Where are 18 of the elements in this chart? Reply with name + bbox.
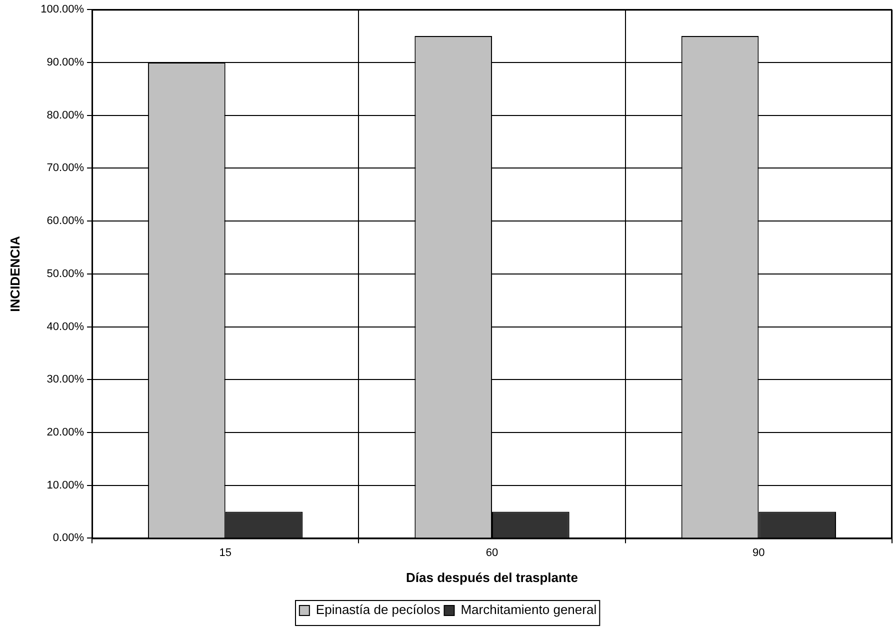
y-tick-label: 40.00% bbox=[46, 320, 84, 333]
legend-label: Marchitamiento general bbox=[460, 602, 597, 618]
x-tick-label: 60 bbox=[486, 546, 498, 559]
y-tick-label: 80.00% bbox=[46, 109, 84, 122]
y-tick-label: 90.00% bbox=[46, 56, 84, 68]
y-tick-label: 60.00% bbox=[46, 215, 84, 228]
y-tick-label: 70.00% bbox=[46, 162, 84, 174]
y-tick-label: 50.00% bbox=[46, 268, 84, 280]
x-tick-label: 15 bbox=[219, 546, 232, 559]
y-tick-label: 10.00% bbox=[46, 479, 84, 492]
x-axis-title: Días después del trasplante bbox=[406, 570, 578, 585]
y-tick-label: 0.00% bbox=[52, 532, 84, 544]
legend-label: Epinastía de pecíolos bbox=[316, 602, 441, 618]
y-tick-label: 100.00% bbox=[40, 4, 84, 16]
y-tick-label: 20.00% bbox=[46, 426, 84, 439]
y-tick-label: 30.00% bbox=[46, 374, 84, 386]
y-axis-title: INCIDENCIA bbox=[7, 235, 22, 312]
x-tick-label: 90 bbox=[752, 546, 765, 559]
